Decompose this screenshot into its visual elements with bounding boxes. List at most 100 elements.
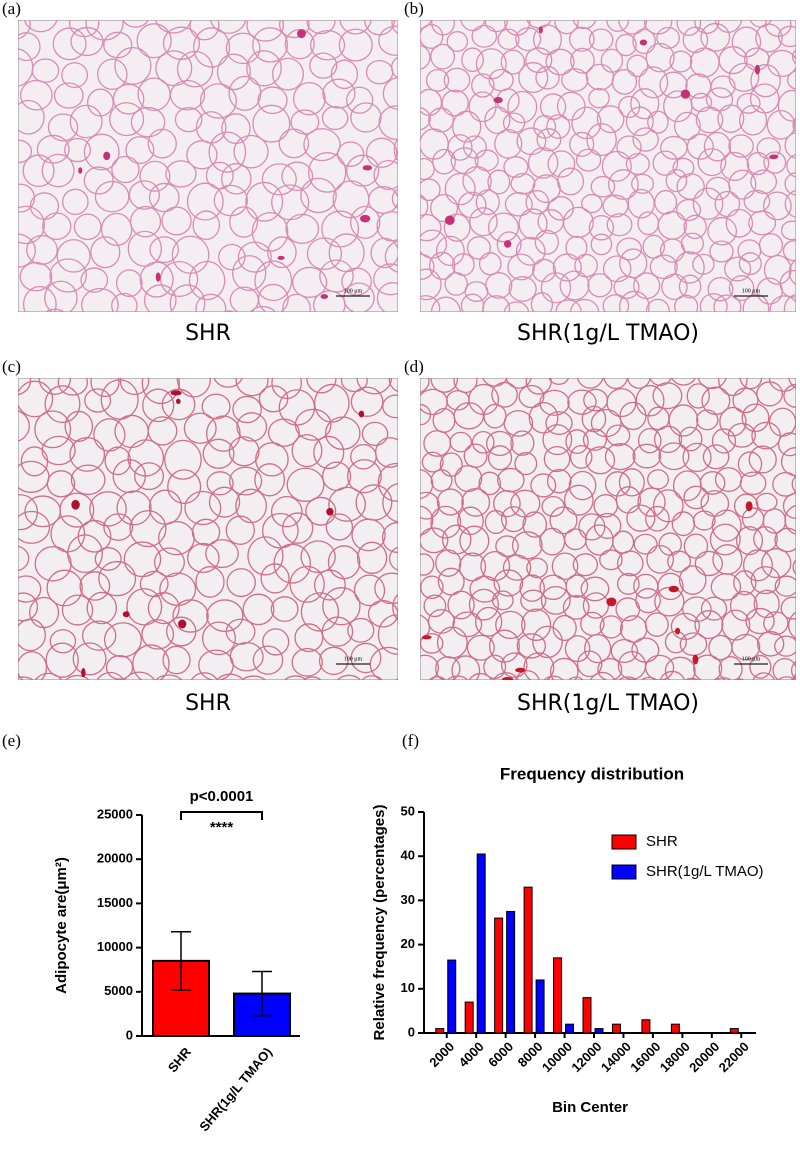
cell	[630, 88, 660, 120]
cell	[141, 378, 180, 405]
cell	[52, 27, 87, 61]
cell	[559, 270, 590, 301]
cell	[176, 378, 211, 398]
cell	[599, 615, 623, 639]
cell	[616, 237, 643, 261]
cell	[756, 631, 785, 657]
stain	[359, 214, 371, 223]
cell	[606, 20, 629, 32]
cell	[84, 388, 112, 413]
cell	[85, 317, 122, 350]
cell	[718, 46, 748, 75]
cell	[604, 471, 631, 497]
cell	[791, 49, 796, 65]
cell	[38, 378, 72, 395]
cell	[485, 272, 513, 299]
x-tick-label: 20000	[686, 1039, 722, 1075]
cell	[164, 439, 202, 480]
cell	[503, 410, 534, 437]
cell	[229, 641, 264, 672]
cell	[388, 546, 398, 571]
cell	[420, 44, 431, 70]
cell	[682, 442, 712, 473]
y-tick-label: 10	[401, 980, 415, 995]
cell	[563, 484, 594, 516]
cell	[430, 469, 453, 492]
cell	[692, 187, 724, 220]
cell	[569, 131, 595, 157]
cell	[67, 534, 103, 574]
cell	[306, 237, 343, 271]
cell	[221, 163, 252, 195]
cell	[460, 20, 486, 32]
chart-title: Frequency distribution	[500, 764, 684, 783]
cell	[618, 676, 638, 680]
cell	[225, 515, 255, 545]
cell	[686, 383, 710, 409]
cell	[61, 62, 89, 89]
cell	[393, 137, 398, 163]
cell	[169, 284, 206, 312]
micrograph: 100 μm	[420, 20, 796, 312]
cell	[652, 150, 679, 176]
cell	[518, 208, 548, 240]
cell	[231, 255, 267, 291]
cell	[697, 148, 727, 177]
scale-bar-label: 100 μm	[742, 656, 761, 662]
cell	[684, 677, 700, 680]
cell	[567, 676, 584, 680]
cell	[735, 526, 764, 556]
cell	[420, 469, 434, 500]
stain	[320, 294, 329, 299]
scale-bar-label: 100 μm	[344, 288, 363, 294]
cell	[186, 140, 218, 170]
cell	[225, 32, 261, 65]
cell	[322, 587, 361, 626]
legend-label: SHR	[646, 833, 678, 850]
bar	[535, 979, 545, 1034]
cell	[515, 670, 540, 680]
cell	[291, 434, 323, 468]
cell	[112, 459, 146, 494]
cell	[788, 611, 796, 640]
cell	[469, 575, 501, 603]
cell	[169, 79, 206, 111]
scale-bar-label: 100 μm	[344, 656, 363, 662]
cell	[420, 295, 441, 312]
cell	[233, 134, 269, 169]
cell	[674, 251, 705, 284]
cell	[718, 656, 743, 680]
cell	[321, 105, 349, 131]
cell	[458, 552, 487, 582]
cell	[640, 676, 658, 680]
cell	[738, 252, 762, 276]
cell	[454, 464, 483, 493]
cell	[186, 182, 224, 221]
cell	[710, 75, 736, 99]
cell	[786, 70, 796, 90]
cell	[746, 151, 770, 176]
cell	[141, 619, 175, 650]
bar	[435, 1028, 445, 1034]
cell	[487, 445, 513, 471]
cell	[719, 406, 747, 437]
cell	[18, 651, 48, 680]
cell	[632, 28, 656, 55]
cell	[111, 292, 138, 312]
cell	[774, 635, 796, 657]
cell	[777, 432, 796, 457]
cell	[347, 617, 375, 643]
cell	[615, 33, 637, 57]
cell	[487, 169, 511, 195]
cell	[568, 470, 597, 501]
scale-bar-label: 100 μm	[742, 288, 761, 294]
cell	[252, 27, 289, 63]
cell	[678, 274, 702, 299]
cell	[631, 173, 655, 194]
stain	[297, 29, 306, 39]
cell	[114, 46, 152, 85]
cell	[184, 490, 222, 526]
cell	[505, 378, 532, 389]
cell	[41, 435, 76, 466]
cell	[94, 547, 122, 571]
